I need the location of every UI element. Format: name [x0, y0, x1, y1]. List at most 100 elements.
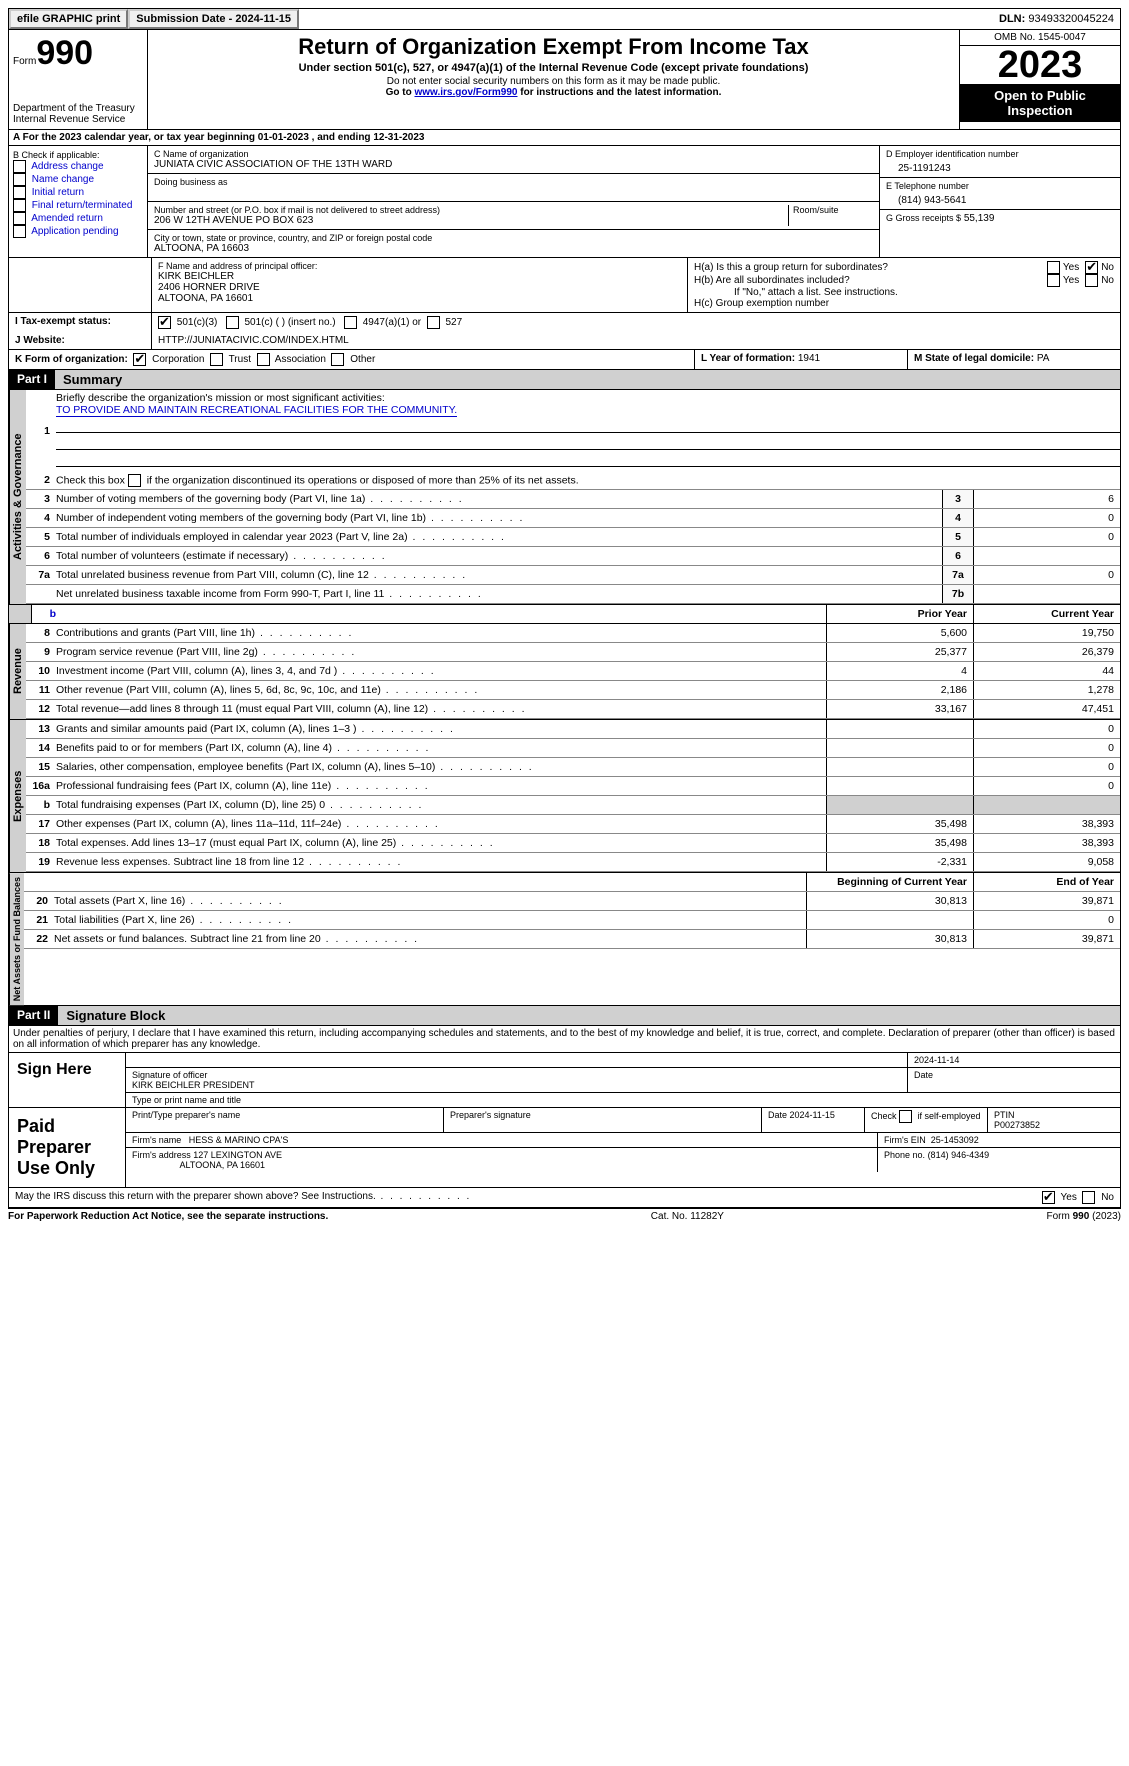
e-phone-label: E Telephone number [886, 181, 1114, 191]
b-option[interactable]: Name change [13, 173, 143, 186]
summary-line: 22Net assets or fund balances. Subtract … [24, 930, 1120, 949]
sign-here-block: Sign Here 2024-11-14 Signature of office… [8, 1053, 1121, 1108]
b-option[interactable]: Final return/terminated [13, 199, 143, 212]
summary-line: bTotal fundraising expenses (Part IX, co… [26, 796, 1120, 815]
ptin-value: P00273852 [994, 1120, 1040, 1130]
summary-line: 3Number of voting members of the governi… [26, 490, 1120, 509]
f-h-row: F Name and address of principal officer:… [8, 258, 1121, 313]
summary-line: 12Total revenue—add lines 8 through 11 (… [26, 700, 1120, 719]
klm-row: K Form of organization: Corporation Trus… [8, 350, 1121, 370]
501c-checkbox[interactable] [226, 316, 239, 329]
summary-line: 16aProfessional fundraising fees (Part I… [26, 777, 1120, 796]
summary-line: 21Total liabilities (Part X, line 26)0 [24, 911, 1120, 930]
paid-preparer-block: Paid Preparer Use Only Print/Type prepar… [8, 1108, 1121, 1188]
mission-text: TO PROVIDE AND MAINTAIN RECREATIONAL FAC… [56, 404, 457, 417]
hb-yes-checkbox[interactable] [1047, 274, 1060, 287]
ha-yes-checkbox[interactable] [1047, 261, 1060, 274]
501c3-checkbox[interactable] [158, 316, 171, 329]
summary-line: 14Benefits paid to or for members (Part … [26, 739, 1120, 758]
trust-checkbox[interactable] [210, 353, 223, 366]
hb-no-checkbox[interactable] [1085, 274, 1098, 287]
summary-line: 19Revenue less expenses. Subtract line 1… [26, 853, 1120, 872]
vtab-gov: Activities & Governance [9, 390, 26, 604]
dba-label: Doing business as [154, 177, 873, 187]
ssn-note: Do not enter social security numbers on … [152, 76, 955, 87]
hb-note: If "No," attach a list. See instructions… [694, 287, 1114, 298]
ha-label: H(a) Is this a group return for subordin… [694, 262, 1047, 273]
summary-line: 4Number of independent voting members of… [26, 509, 1120, 528]
submission-date: Submission Date - 2024-11-15 [128, 9, 299, 29]
city-state-zip: ALTOONA, PA 16603 [154, 243, 873, 254]
addr-label: Number and street (or P.O. box if mail i… [154, 205, 784, 215]
d-ein-label: D Employer identification number [886, 149, 1114, 159]
form-number: 990 [36, 34, 93, 72]
officer-name: KIRK BEICHLER [158, 271, 681, 282]
officer-signature: KIRK BEICHLER PRESIDENT [132, 1080, 255, 1090]
summary-line: 13Grants and similar amounts paid (Part … [26, 720, 1120, 739]
dln: DLN: 93493320045224 [993, 11, 1120, 27]
b-option[interactable]: Application pending [13, 225, 143, 238]
discontinued-checkbox[interactable] [128, 474, 141, 487]
form-subtitle: Under section 501(c), 527, or 4947(a)(1)… [152, 62, 955, 74]
phone-value: (814) 943-5641 [886, 191, 1114, 206]
c-name-label: C Name of organization [154, 149, 873, 159]
b-label: B Check if applicable: [13, 150, 143, 160]
summary-line: 20Total assets (Part X, line 16)30,81339… [24, 892, 1120, 911]
i-row: I Tax-exempt status: 501(c)(3) 501(c) ( … [8, 313, 1121, 332]
top-bar: efile GRAPHIC print Submission Date - 20… [8, 8, 1121, 30]
f-label: F Name and address of principal officer: [158, 261, 681, 271]
527-checkbox[interactable] [427, 316, 440, 329]
org-name: JUNIATA CIVIC ASSOCIATION OF THE 13TH WA… [154, 159, 873, 170]
vtab-net: Net Assets or Fund Balances [9, 873, 24, 1005]
hdr-begin-year: Beginning of Current Year [806, 873, 973, 891]
b-option[interactable]: Amended return [13, 212, 143, 225]
discuss-row: May the IRS discuss this return with the… [8, 1188, 1121, 1208]
summary-line: 8Contributions and grants (Part VIII, li… [26, 624, 1120, 643]
part2-title: Signature Block [58, 1006, 1120, 1025]
firm-name: HESS & MARINO CPA'S [189, 1135, 289, 1145]
room-label: Room/suite [793, 205, 873, 215]
officer-addr2: ALTOONA, PA 16601 [158, 293, 681, 304]
firm-phone: (814) 946-4349 [928, 1150, 990, 1160]
summary-line: 6Total number of volunteers (estimate if… [26, 547, 1120, 566]
perjury-declaration: Under penalties of perjury, I declare th… [8, 1026, 1121, 1053]
dept-treasury: Department of the Treasury Internal Reve… [13, 103, 143, 125]
hb-label: H(b) Are all subordinates included? [694, 275, 1047, 286]
efile-print-button[interactable]: efile GRAPHIC print [9, 9, 128, 29]
entity-block: B Check if applicable: Address change Na… [8, 146, 1121, 258]
discuss-yes-checkbox[interactable] [1042, 1191, 1055, 1204]
summary-line: 15Salaries, other compensation, employee… [26, 758, 1120, 777]
irs-link[interactable]: www.irs.gov/Form990 [414, 87, 517, 98]
corp-checkbox[interactable] [133, 353, 146, 366]
officer-addr1: 2406 HORNER DRIVE [158, 282, 681, 293]
part1-title: Summary [55, 370, 1120, 389]
tax-year: 2023 [960, 46, 1120, 84]
j-row: J Website: HTTP://JUNIATACIVIC.COM/INDEX… [8, 332, 1121, 350]
assoc-checkbox[interactable] [257, 353, 270, 366]
gross-receipts: 55,139 [964, 213, 995, 224]
form-word: Form [13, 56, 36, 67]
discuss-no-checkbox[interactable] [1082, 1191, 1095, 1204]
page-footer: For Paperwork Reduction Act Notice, see … [8, 1208, 1121, 1224]
summary-line: Net unrelated business taxable income fr… [26, 585, 1120, 604]
form-header: Form990 Department of the Treasury Inter… [8, 30, 1121, 130]
summary-line: 9Program service revenue (Part VIII, lin… [26, 643, 1120, 662]
ein-value: 25-1191243 [886, 159, 1114, 174]
open-public: Open to Public Inspection [960, 84, 1120, 122]
ha-no-checkbox[interactable] [1085, 261, 1098, 274]
hc-label: H(c) Group exemption number [694, 298, 1114, 309]
b-option[interactable]: Initial return [13, 186, 143, 199]
summary-line: 11Other revenue (Part VIII, column (A), … [26, 681, 1120, 700]
form-title: Return of Organization Exempt From Incom… [152, 34, 955, 60]
summary-line: 5Total number of individuals employed in… [26, 528, 1120, 547]
part1-label: Part I [9, 370, 55, 389]
4947-checkbox[interactable] [344, 316, 357, 329]
other-checkbox[interactable] [331, 353, 344, 366]
b-option[interactable]: Address change [13, 160, 143, 173]
summary-line: 10Investment income (Part VIII, column (… [26, 662, 1120, 681]
part2-label: Part II [9, 1006, 58, 1025]
hdr-current-year: Current Year [973, 605, 1120, 623]
g-label: G Gross receipts $ [886, 213, 961, 223]
self-employed-checkbox[interactable] [899, 1110, 912, 1123]
vtab-expenses: Expenses [9, 720, 26, 872]
